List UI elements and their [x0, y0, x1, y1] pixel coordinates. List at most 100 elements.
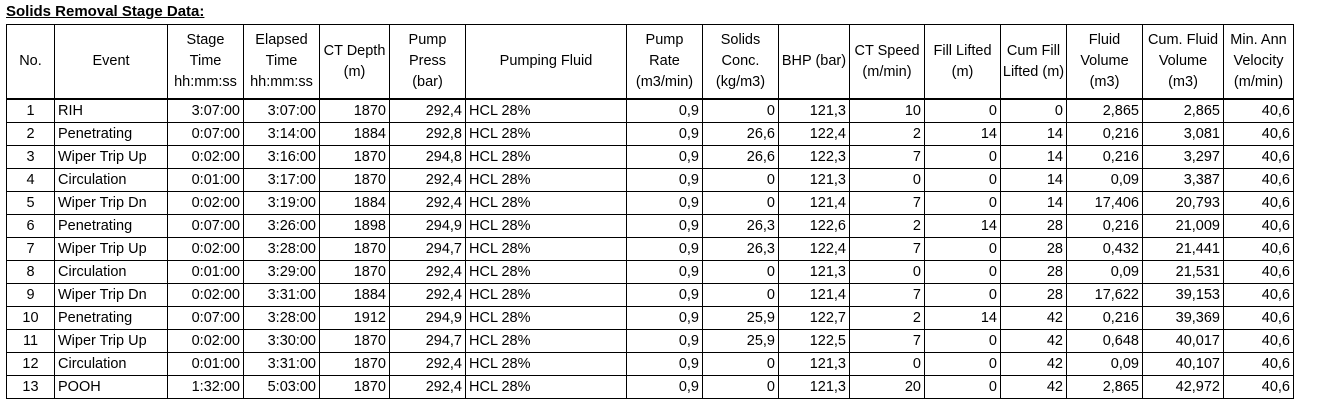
cell-ct-depth: 1884: [319, 283, 390, 307]
header-line: Cum. Fluid: [1147, 32, 1219, 48]
cell-stage-time: 0:07:00: [167, 122, 244, 146]
table-row: 13 POOH 1:32:00 5:03:00 1870 292,4 HCL 28% 0,9 0…: [6, 375, 1294, 399]
cell-cum-fill-lifted: 42: [1000, 375, 1067, 399]
header-col-fill-lifted: Fill Lifted (m): [924, 24, 1001, 100]
header-col-pump-press: Pump Press (bar): [389, 24, 466, 100]
cell-bhp: 121,4: [778, 283, 850, 307]
cell-elapsed-time: 3:31:00: [243, 283, 320, 307]
cell-pumping-fluid: HCL 28%: [465, 191, 627, 215]
cell-pump-press: 292,4: [389, 260, 466, 284]
cell-pump-press: 294,8: [389, 145, 466, 169]
cell-ct-speed: 7: [849, 283, 925, 307]
cell-ct-depth: 1870: [319, 375, 390, 399]
cell-fill-lifted: 0: [924, 375, 1001, 399]
header-line: (bar): [412, 74, 443, 90]
cell-cum-fill-lifted: 42: [1000, 329, 1067, 353]
header-line: (m3): [1089, 74, 1120, 90]
cell-bhp: 122,4: [778, 237, 850, 261]
cell-event: Wiper Trip Dn: [54, 191, 168, 215]
cell-pump-press: 292,4: [389, 352, 466, 376]
header-col-stage-time: Stage Time hh:mm:ss: [167, 24, 244, 100]
header-line: (m3): [1168, 74, 1198, 90]
cell-cum-fill-lifted: 42: [1000, 352, 1067, 376]
cell-elapsed-time: 3:28:00: [243, 306, 320, 330]
cell-fluid-volume: 2,865: [1066, 375, 1143, 399]
cell-pump-rate: 0,9: [626, 145, 703, 169]
cell-pump-rate: 0,9: [626, 214, 703, 238]
header-line: (m/min): [862, 63, 912, 80]
cell-stage-time: 0:02:00: [167, 283, 244, 307]
cell-fill-lifted: 14: [924, 122, 1001, 146]
cell-ct-depth: 1870: [319, 329, 390, 353]
cell-pumping-fluid: HCL 28%: [465, 214, 627, 238]
cell-event: POOH: [54, 375, 168, 399]
cell-cum-fill-lifted: 28: [1000, 283, 1067, 307]
cell-cum-fluid-volume: 2,865: [1142, 98, 1224, 123]
cell-stage-time: 3:07:00: [167, 98, 244, 123]
cell-bhp: 121,4: [778, 191, 850, 215]
cell-pump-rate: 0,9: [626, 122, 703, 146]
cell-bhp: 122,7: [778, 306, 850, 330]
cell-ct-depth: 1912: [319, 306, 390, 330]
cell-pump-rate: 0,9: [626, 352, 703, 376]
table-row: 3 Wiper Trip Up 0:02:00 3:16:00 1870 294,8 HCL…: [6, 145, 1294, 169]
cell-pump-press: 294,7: [389, 329, 466, 353]
cell-fill-lifted: 14: [924, 306, 1001, 330]
cell-cum-fill-lifted: 14: [1000, 122, 1067, 146]
cell-cum-fluid-volume: 20,793: [1142, 191, 1224, 215]
table-row: 7 Wiper Trip Up 0:02:00 3:28:00 1870 294,7 HCL…: [6, 237, 1294, 261]
cell-cum-fill-lifted: 28: [1000, 237, 1067, 261]
cell-pump-rate: 0,9: [626, 98, 703, 123]
cell-no: 4: [6, 168, 55, 192]
table-row: 2 Penetrating 0:07:00 3:14:00 1884 292,8 HCL 2…: [6, 122, 1294, 146]
header-col-ct-depth: CT Depth (m): [319, 24, 390, 100]
cell-no: 13: [6, 375, 55, 399]
cell-stage-time: 0:02:00: [167, 237, 244, 261]
cell-cum-fluid-volume: 3,297: [1142, 145, 1224, 169]
cell-pump-rate: 0,9: [626, 260, 703, 284]
cell-event: Circulation: [54, 168, 168, 192]
cell-elapsed-time: 5:03:00: [243, 375, 320, 399]
cell-min-ann-velocity: 40,6: [1223, 122, 1294, 146]
header-col-fluid-volume: Fluid Volume (m3): [1066, 24, 1143, 100]
table-row: 4 Circulation 0:01:00 3:17:00 1870 292,4 HCL 2…: [6, 168, 1294, 192]
header-line: No.: [19, 53, 42, 69]
cell-elapsed-time: 3:30:00: [243, 329, 320, 353]
cell-solids-conc: 26,3: [702, 237, 779, 261]
header-line: CT Speed: [854, 42, 920, 59]
cell-ct-speed: 7: [849, 145, 925, 169]
cell-bhp: 121,3: [778, 352, 850, 376]
cell-fill-lifted: 0: [924, 260, 1001, 284]
cell-fluid-volume: 0,09: [1066, 168, 1143, 192]
header-col-ct-speed: CT Speed (m/min): [849, 24, 925, 100]
table-title: Solids Removal Stage Data:: [6, 3, 205, 20]
cell-ct-speed: 2: [849, 122, 925, 146]
cell-fill-lifted: 0: [924, 145, 1001, 169]
cell-stage-time: 0:02:00: [167, 145, 244, 169]
cell-ct-depth: 1884: [319, 191, 390, 215]
cell-cum-fill-lifted: 0: [1000, 98, 1067, 123]
header-line: (m3/min): [635, 74, 694, 90]
table-row: 1 RIH 3:07:00 3:07:00 1870 292,4 HCL 28% 0,9 0 12…: [6, 98, 1294, 123]
header-line: hh:mm:ss: [174, 74, 237, 90]
cell-fill-lifted: 0: [924, 352, 1001, 376]
cell-bhp: 122,5: [778, 329, 850, 353]
solids-removal-table: No. Event Stage Time hh:mm:ss Elapsed Time hh:m…: [6, 24, 1294, 399]
header-line: Pump: [645, 32, 684, 48]
cell-min-ann-velocity: 40,6: [1223, 98, 1294, 123]
cell-solids-conc: 0: [702, 168, 779, 192]
cell-elapsed-time: 3:29:00: [243, 260, 320, 284]
header-line: Velocity: [1233, 53, 1284, 69]
cell-cum-fill-lifted: 42: [1000, 306, 1067, 330]
cell-fill-lifted: 14: [924, 214, 1001, 238]
header-line: hh:mm:ss: [250, 74, 313, 90]
header-line: Time: [189, 53, 222, 69]
cell-ct-depth: 1870: [319, 260, 390, 284]
cell-fill-lifted: 0: [924, 98, 1001, 123]
cell-no: 3: [6, 145, 55, 169]
cell-event: Circulation: [54, 260, 168, 284]
cell-fluid-volume: 0,09: [1066, 352, 1143, 376]
header-col-cum-fluid-volume: Cum. Fluid Volume (m3): [1142, 24, 1224, 100]
cell-stage-time: 0:01:00: [167, 168, 244, 192]
cell-pumping-fluid: HCL 28%: [465, 352, 627, 376]
